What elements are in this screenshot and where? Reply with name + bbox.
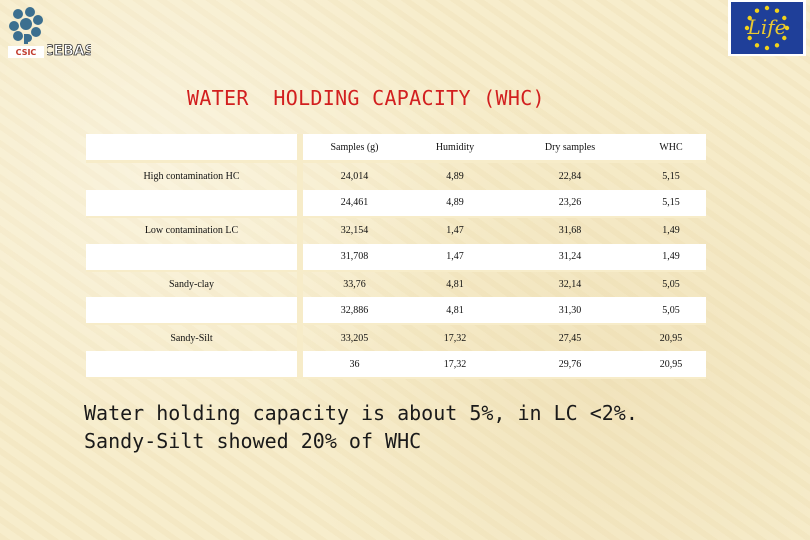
eu-star-icon: [754, 8, 760, 13]
eu-star-icon: [764, 45, 770, 51]
header-cell: [86, 134, 303, 164]
table-cell: 24,014: [340, 171, 369, 183]
csic-logo-text: CSIC: [16, 48, 37, 57]
table-cell: 5,05: [636, 297, 706, 326]
table-cell: 4,81: [406, 297, 504, 326]
page-title: WATER HOLDING CAPACITY (WHC): [187, 86, 545, 110]
table-row: Low contamination LC 32,154 1,47 31,68 1,49: [86, 216, 706, 244]
table-cell: 4,89: [406, 189, 504, 218]
table-row: Sandy-clay 33,76 4,81 32,14 5,05: [86, 270, 706, 298]
cebas-logo-text: CEBAS: [47, 43, 91, 59]
row-label: [86, 243, 303, 272]
table-cell: 29,76: [504, 351, 636, 379]
table-cell: 1,47: [446, 225, 464, 237]
eu-star-icon: [782, 35, 787, 41]
table-cell: 5,15: [636, 189, 706, 218]
eu-life-logo: Life: [728, 0, 806, 56]
table-row: 31,708 1,47 31,24 1,49: [86, 243, 706, 272]
table-cell: 32,154: [340, 225, 369, 237]
eu-star-icon: [774, 43, 780, 48]
eu-star-icon: [754, 43, 760, 48]
header-cell: WHC: [636, 134, 706, 164]
table-cell: 33,76: [343, 278, 366, 290]
row-label: Low contamination LC: [86, 216, 303, 244]
table-cell: 23,26: [504, 189, 636, 218]
eu-star-icon: [764, 5, 770, 11]
table-cell: 36: [300, 351, 406, 379]
csic-logo: CSIC: [8, 7, 44, 58]
conclusion-line: Water holding capacity is about 5%, in L…: [84, 401, 638, 425]
table-row: 32,886 4,81 31,30 5,05: [86, 297, 706, 326]
table-cell: 32,14: [558, 278, 582, 290]
table-row: 36 17,32 29,76 20,95: [86, 351, 706, 379]
table-cell: 1,49: [636, 243, 706, 272]
table-cell: 5,05: [662, 278, 680, 290]
eu-star-icon: [747, 15, 752, 21]
table-cell: 17,32: [406, 351, 504, 379]
table-cell: 20,95: [659, 332, 683, 344]
table-cell: 32,886: [300, 297, 406, 326]
conclusion-line: Sandy-Silt showed 20% of WHC: [84, 429, 422, 453]
whc-table: Samples (g) Humidity Dry samples WHC Hig…: [86, 134, 706, 379]
table-cell: 4,81: [446, 278, 464, 290]
table-cell: 31,708: [300, 243, 406, 272]
life-logo-text: Life: [747, 15, 787, 39]
row-label: Sandy-Silt: [86, 324, 303, 352]
table-cell: 1,47: [406, 243, 504, 272]
row-label: [86, 297, 303, 326]
row-label: High contamination HC: [86, 161, 303, 190]
eu-star-icon: [747, 35, 752, 41]
row-label: [86, 351, 303, 379]
row-label: Sandy-clay: [86, 270, 303, 298]
table-cell: 22,84: [558, 171, 582, 183]
row-label: [86, 189, 303, 218]
table-cell: 27,45: [558, 332, 582, 344]
table-cell: 33,205: [340, 332, 369, 344]
table-cell: 20,95: [636, 351, 706, 379]
table-header-row: Samples (g) Humidity Dry samples WHC: [86, 134, 706, 164]
cebas-logo: CEBAS: [47, 43, 91, 60]
table-cell: 24,461: [300, 189, 406, 218]
header-cell: Humidity: [406, 134, 504, 164]
eu-star-icon: [784, 25, 790, 31]
table-row: Sandy-Silt 33,205 17,32 27,45 20,95: [86, 324, 706, 352]
eu-star-icon: [744, 25, 750, 31]
table-cell: 5,15: [662, 171, 680, 183]
header-cell: Dry samples: [504, 134, 636, 164]
eu-star-icon: [774, 8, 780, 13]
table-cell: 31,30: [504, 297, 636, 326]
table-cell: 31,24: [504, 243, 636, 272]
table-row: High contamination HC 24,014 4,89 22,84 5,15: [86, 161, 706, 190]
table-row: 24,461 4,89 23,26 5,15: [86, 189, 706, 218]
table-cell: 4,89: [446, 171, 464, 183]
table-cell: 31,68: [558, 225, 582, 237]
eu-star-icon: [782, 15, 787, 21]
eu-stars-icon: [744, 5, 790, 51]
table-cell: 17,32: [443, 332, 467, 344]
header-cell: Samples (g): [300, 134, 406, 164]
conclusion-text: Water holding capacity is about 5%, in L…: [84, 399, 638, 455]
table-cell: 1,49: [662, 225, 680, 237]
